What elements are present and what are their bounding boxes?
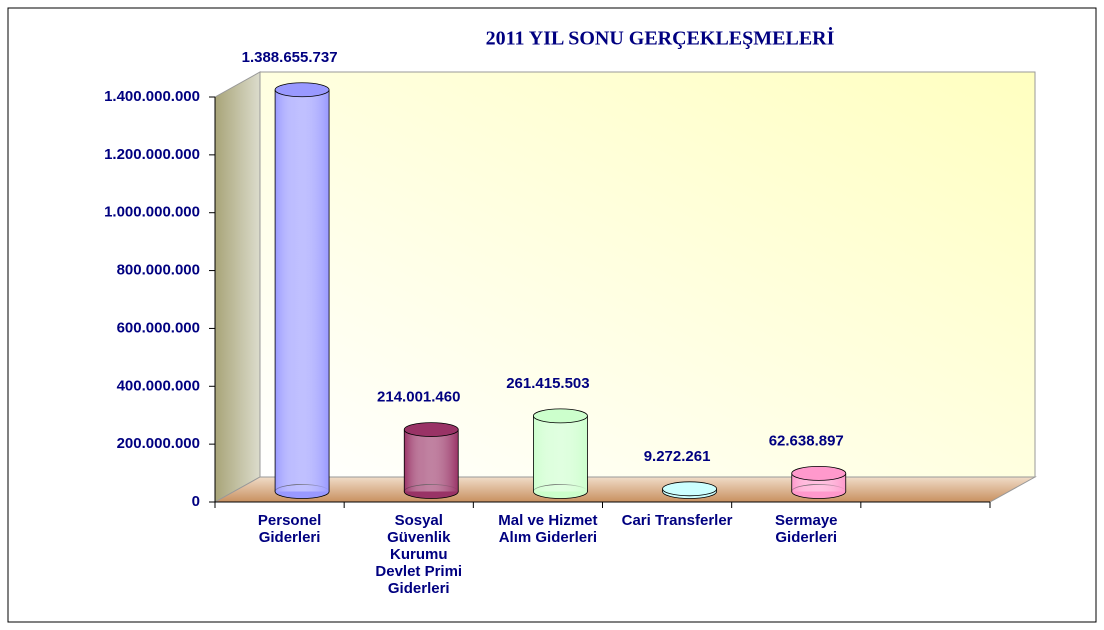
cylinder — [662, 481, 717, 499]
y-tick-label: 600.000.000 — [117, 319, 200, 336]
y-tick-label: 1.200.000.000 — [104, 146, 200, 163]
y-tick-label: 0 — [192, 493, 200, 510]
cylinder-body — [275, 89, 330, 492]
x-tick-label: Personel Giderleri — [257, 512, 322, 546]
value-label: 214.001.460 — [377, 389, 460, 406]
value-label: 1.388.655.737 — [242, 49, 338, 66]
cylinder — [274, 82, 330, 499]
cylinder — [403, 422, 459, 499]
floor — [213, 476, 1037, 503]
value-label: 9.272.261 — [644, 448, 711, 465]
cylinder-sides — [791, 473, 847, 492]
cylinder-top — [791, 465, 847, 481]
value-label: 261.415.503 — [506, 375, 589, 392]
y-tick-label: 1.400.000.000 — [104, 88, 200, 105]
value-label: 62.638.897 — [769, 432, 844, 449]
y-tick-label: 1.000.000.000 — [104, 204, 200, 221]
cylinder-top — [403, 422, 459, 437]
x-tick-label: Mal ve Hizmet Alım Giderleri — [498, 512, 598, 546]
x-tick-label: Sermaye Giderleri — [774, 512, 838, 546]
cylinder — [533, 408, 588, 499]
cylinder-sides — [274, 89, 330, 492]
cylinder-top — [533, 408, 588, 424]
back-wall — [259, 71, 1036, 478]
cylinder-sides — [533, 415, 588, 492]
chart-title: 2011 YIL SONU GERÇEKLEŞMELERİ — [486, 26, 835, 50]
cylinder-top — [662, 481, 717, 497]
y-tick-label: 400.000.000 — [117, 377, 200, 394]
y-tick-label: 200.000.000 — [117, 435, 200, 452]
y-tick-label: 800.000.000 — [117, 262, 200, 279]
x-tick-label: Sosyal Güvenlik Kurumu Devlet Primi Gide… — [375, 512, 463, 597]
cylinder-top — [274, 82, 330, 98]
cylinder-sides — [403, 429, 459, 492]
cylinder-body — [404, 429, 459, 492]
side-wall — [214, 71, 261, 503]
cylinder — [791, 465, 847, 499]
cylinder-body — [533, 415, 588, 492]
frame — [7, 7, 1097, 623]
x-tick-label: Cari Transferler — [621, 512, 733, 529]
